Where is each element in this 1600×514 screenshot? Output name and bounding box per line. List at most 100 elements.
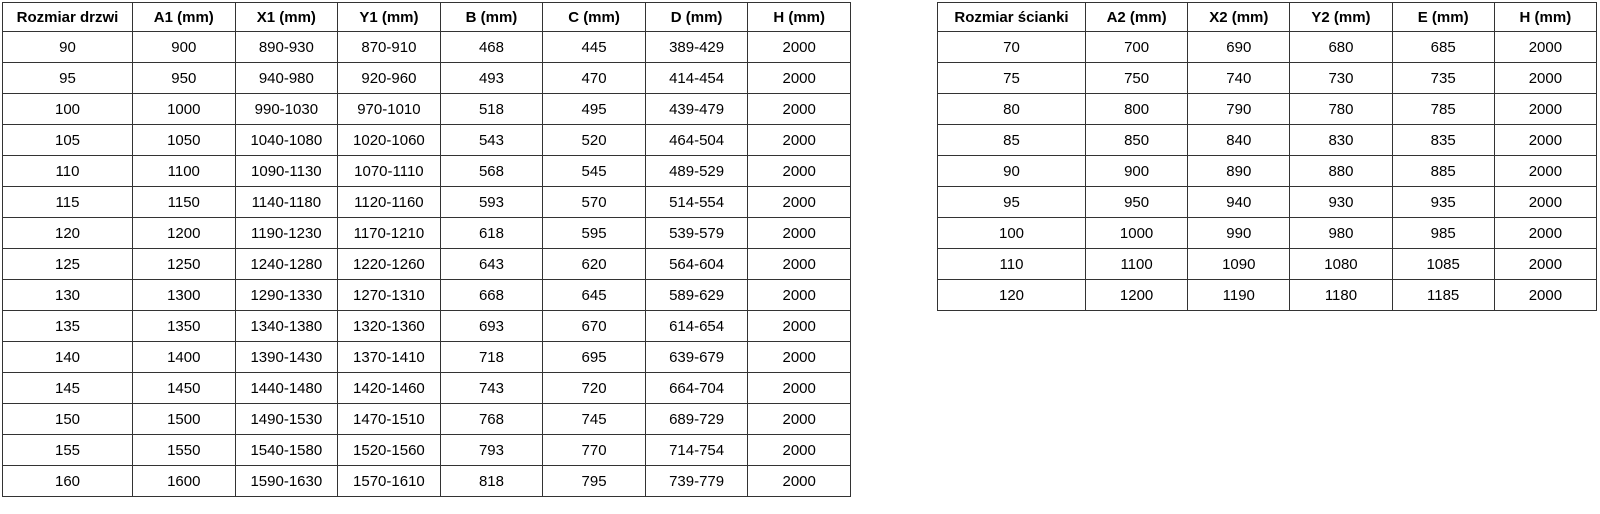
table-cell: 130 [2,279,133,311]
table-cell: 2000 [747,217,851,249]
table-row: 100 1000 990 980 985 2000 [937,217,1598,249]
table-row: 90 900 890 880 885 2000 [937,155,1598,187]
column-header: Rozmiar drzwi [2,2,133,32]
table-cell: 800 [1084,93,1189,125]
column-header: B (mm) [439,2,544,32]
table-cell: 2000 [747,124,851,156]
table-cell: 1150 [132,186,236,218]
table-cell: 1290-1330 [234,279,339,311]
table-cell: 1070-1110 [337,155,441,187]
table-cell: 930 [1289,186,1393,218]
table-cell: 2000 [747,186,851,218]
table-cell: 1250 [132,248,236,280]
table-row: 75 750 740 730 735 2000 [937,62,1598,94]
table-cell: 1340-1380 [234,310,339,342]
table-cell: 985 [1391,217,1495,249]
table-cell: 700 [1084,31,1189,63]
table-cell: 1270-1310 [337,279,441,311]
table-cell: 1420-1460 [337,372,441,404]
table-cell: 793 [439,434,544,466]
table-cell: 2000 [1493,124,1598,156]
table-cell: 570 [542,186,646,218]
table-cell: 2000 [747,310,851,342]
table-row: 80 800 790 780 785 2000 [937,93,1598,125]
table-cell: 135 [2,310,133,342]
table-cell: 70 [937,31,1086,63]
table-cell: 1120-1160 [337,186,441,218]
table-cell: 990 [1187,217,1291,249]
table-cell: 150 [2,403,133,435]
table-cell: 790 [1187,93,1291,125]
table-cell: 414-454 [644,62,749,94]
table-cell: 1440-1480 [234,372,339,404]
table-cell: 940 [1187,186,1291,218]
table-row: 110 1100 1090 1080 1085 2000 [937,248,1598,280]
table-cell: 970-1010 [337,93,441,125]
table-cell: 2000 [1493,279,1598,311]
wall-panel-dimensions-table: Rozmiar ścianki A2 (mm) X2 (mm) Y2 (mm) E (m… [937,2,1598,311]
table-cell: 110 [937,248,1086,280]
table-cell: 1000 [1084,217,1189,249]
table-cell: 1390-1430 [234,341,339,373]
column-header: D (mm) [644,2,749,32]
table-cell: 489-529 [644,155,749,187]
table-cell: 568 [439,155,544,187]
table-cell: 445 [542,31,646,63]
table-cell: 714-754 [644,434,749,466]
table-cell: 1520-1560 [337,434,441,466]
table-cell: 389-429 [644,31,749,63]
table-cell: 900 [132,31,236,63]
table-cell: 1185 [1391,279,1495,311]
table-cell: 593 [439,186,544,218]
column-header: Y2 (mm) [1289,2,1393,32]
table-cell: 2000 [747,341,851,373]
table-cell: 770 [542,434,646,466]
table-cell: 2000 [1493,217,1598,249]
table-cell: 950 [132,62,236,94]
table-cell: 1100 [1084,248,1189,280]
table-cell: 885 [1391,155,1495,187]
table-cell: 539-579 [644,217,749,249]
table-cell: 740 [1187,62,1291,94]
table-cell: 564-604 [644,248,749,280]
table-cell: 90 [937,155,1086,187]
table-cell: 2000 [747,93,851,125]
table-cell: 2000 [747,434,851,466]
table-cell: 468 [439,31,544,63]
table-cell: 750 [1084,62,1189,94]
door-dimensions-table: Rozmiar drzwi A1 (mm) X1 (mm) Y1 (mm) B (mm)… [2,2,851,497]
table-cell: 2000 [747,403,851,435]
table-cell: 940-980 [234,62,339,94]
table-cell: 980 [1289,217,1393,249]
table-cell: 1550 [132,434,236,466]
column-header: H (mm) [747,2,851,32]
table-cell: 545 [542,155,646,187]
table-cell: 110 [2,155,133,187]
table-cell: 614-654 [644,310,749,342]
table-cell: 645 [542,279,646,311]
table-cell: 1450 [132,372,236,404]
table-cell: 743 [439,372,544,404]
table-cell: 745 [542,403,646,435]
table-cell: 690 [1187,31,1291,63]
table-cell: 95 [2,62,133,94]
table-cell: 589-629 [644,279,749,311]
table-cell: 818 [439,465,544,497]
column-header: C (mm) [542,2,646,32]
table-cell: 1240-1280 [234,248,339,280]
table-cell: 100 [937,217,1086,249]
table-cell: 620 [542,248,646,280]
table-row: 155 1550 1540-1580 1520-1560 793 770 714-754 20… [2,434,851,466]
table-cell: 1190 [1187,279,1291,311]
table-cell: 1050 [132,124,236,156]
table-cell: 514-554 [644,186,749,218]
table-cell: 2000 [1493,93,1598,125]
table-cell: 2000 [747,248,851,280]
table-cell: 125 [2,248,133,280]
table-cell: 639-679 [644,341,749,373]
table-cell: 1200 [1084,279,1189,311]
header-row: Rozmiar drzwi A1 (mm) X1 (mm) Y1 (mm) B (mm)… [2,2,851,32]
table-cell: 470 [542,62,646,94]
table-cell: 920-960 [337,62,441,94]
